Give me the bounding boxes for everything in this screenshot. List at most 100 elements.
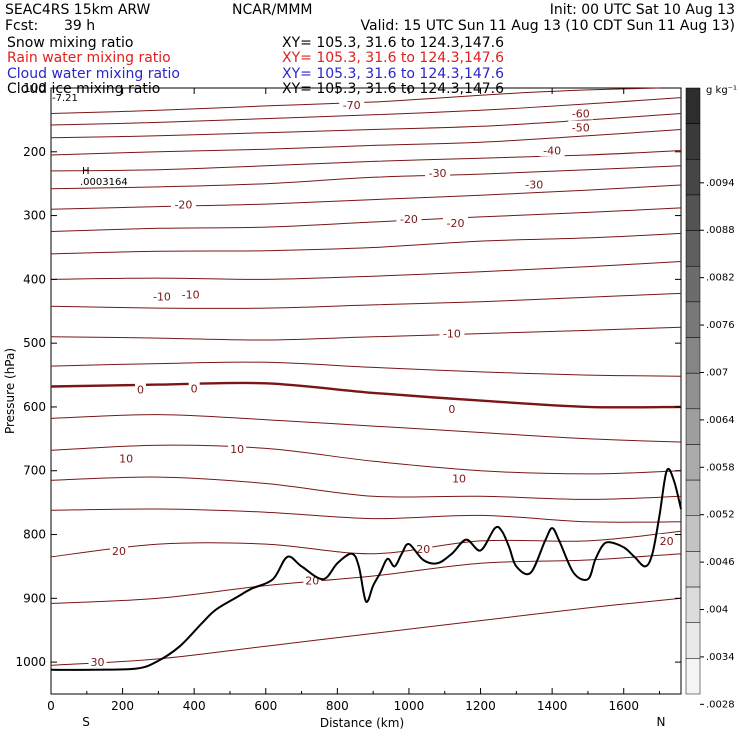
contour-label: -10 [443, 328, 461, 341]
contour-label-bg [149, 289, 175, 303]
colorbar-swatch [685, 230, 701, 267]
colorbar-label: .0034 [706, 652, 735, 663]
colorbar-label: .0058 [706, 462, 735, 473]
colorbar-swatch [685, 408, 701, 445]
colorbar-label: .0064 [706, 415, 735, 426]
contour-line [50, 184, 682, 210]
contour-line [50, 597, 682, 666]
contour-label: -20 [447, 217, 465, 230]
contour-label: 0 [137, 384, 144, 397]
contour-line [50, 553, 682, 604]
contour-label-bg [117, 451, 136, 465]
colorbar-label: .0094 [706, 178, 735, 189]
field-xy-cloud-water: XY= 105.3, 31.6 to 124.3,147.6 [282, 66, 504, 82]
contour-label-bg [396, 211, 422, 225]
colorbar-swatch [685, 159, 701, 196]
contour-line [50, 87, 660, 114]
contour-label-bg [450, 471, 469, 485]
contour-label-bg [110, 544, 129, 558]
contour-label-bg [442, 216, 468, 230]
contour-label: 20 [660, 535, 674, 548]
x-tick-label: 200 [111, 699, 134, 713]
contour-label: 10 [119, 453, 133, 466]
init-time: Init: 00 UTC Sat 10 Aug 13 [550, 2, 735, 18]
colorbar-label: .0028 [706, 699, 735, 710]
y-tick-label: 1000 [15, 655, 46, 669]
colorbar-swatch [685, 658, 701, 695]
y-tick-label-top: 100 [23, 81, 46, 95]
contour-label-bg [170, 197, 196, 211]
contour-line [50, 113, 682, 139]
colorbar: .0094 .0088 .0082 .0076 .007 .0064 .0058 .0052.… [685, 87, 735, 710]
colorbar-label: .0082 [706, 273, 735, 284]
colorbar-label: .004 [706, 605, 728, 616]
contour-line [50, 508, 682, 523]
contour-line [50, 361, 682, 377]
colorbar-swatch [685, 372, 701, 410]
contour-label: -10 [153, 291, 171, 304]
contour-label-bg [414, 542, 433, 556]
terrain-line [50, 467, 682, 671]
field-xy-cloud-ice: XY= 105.3, 31.6 to 124.3,147.6 [282, 81, 504, 97]
field-xy-rain: XY= 105.3, 31.6 to 124.3,147.6 [282, 50, 504, 66]
contour-line [50, 232, 682, 255]
colorbar-label: .0088 [706, 225, 735, 236]
field-name-cloud-water: Cloud water mixing ratio [7, 66, 180, 82]
contour-label: -60 [572, 108, 590, 121]
contour-label-bg [657, 533, 676, 547]
colorbar-swatch [685, 337, 701, 374]
contour-label-bg [88, 655, 107, 669]
x-end-label-north: N [657, 715, 666, 729]
contour-label: -50 [572, 122, 590, 135]
contour-labels: -70 -60-50 -40 -30 -30 -20 -20 -20 -10 -10 -10 0 0 0 1… [88, 98, 676, 669]
x-tick-label: 600 [254, 699, 277, 713]
annotations: -7.21 H .0003164 [52, 93, 128, 188]
colorbar-label: .0046 [706, 557, 735, 568]
contour-label-bg [134, 382, 146, 396]
contour-label-bg [178, 287, 204, 301]
contour-label: 0 [448, 403, 455, 416]
fcst-label: Fcst: [5, 18, 38, 34]
colorbar-swatch [685, 515, 701, 552]
contour-line [50, 261, 682, 280]
contour-label: -30 [525, 178, 543, 191]
x-tick-label: 0 [47, 699, 55, 713]
contour-label: -10 [182, 289, 200, 302]
y-tick-label: 300 [23, 209, 46, 223]
colorbar-swatch [685, 444, 701, 481]
y-tick-label: 500 [23, 336, 46, 350]
colorbar-swatch [685, 301, 701, 338]
org-label: NCAR/MMM [232, 2, 313, 18]
colorbar-label: .0076 [706, 320, 735, 331]
contour-label-bg [228, 442, 247, 456]
contour-line [50, 530, 682, 558]
contour-label-bg [446, 401, 458, 415]
contour-line [50, 476, 682, 500]
field-name-rain: Rain water mixing ratio [7, 50, 171, 66]
y-tick-label: 900 [23, 591, 46, 605]
y-tick-label: 800 [23, 528, 46, 542]
contour-label: -30 [429, 167, 447, 180]
contour-label: 20 [305, 574, 319, 587]
field-name-snow: Snow mixing ratio [7, 35, 133, 51]
colorbar-swatch [685, 586, 701, 623]
temperature-contours [50, 87, 682, 666]
contour-line [50, 381, 682, 409]
max-marker: H [82, 166, 90, 177]
contour-label-bg [568, 120, 594, 134]
colorbar-swatch [685, 194, 701, 231]
contour-line [50, 129, 682, 156]
colorbar-swatch [685, 265, 701, 303]
y-axis-title: Pressure (hPa) [3, 348, 17, 434]
field-name-cloud-ice: Cloud ice mixing ratio [7, 81, 160, 97]
contour-line [50, 292, 682, 309]
y-tick-label: 400 [23, 272, 46, 286]
contour-label-bg [568, 106, 594, 120]
contour-label: 0 [191, 382, 198, 395]
contour-label: -20 [400, 213, 418, 226]
y-tick-label: 700 [23, 464, 46, 478]
model-title: SEAC4RS 15km ARW [5, 2, 151, 18]
colorbar-swatch [685, 123, 701, 160]
